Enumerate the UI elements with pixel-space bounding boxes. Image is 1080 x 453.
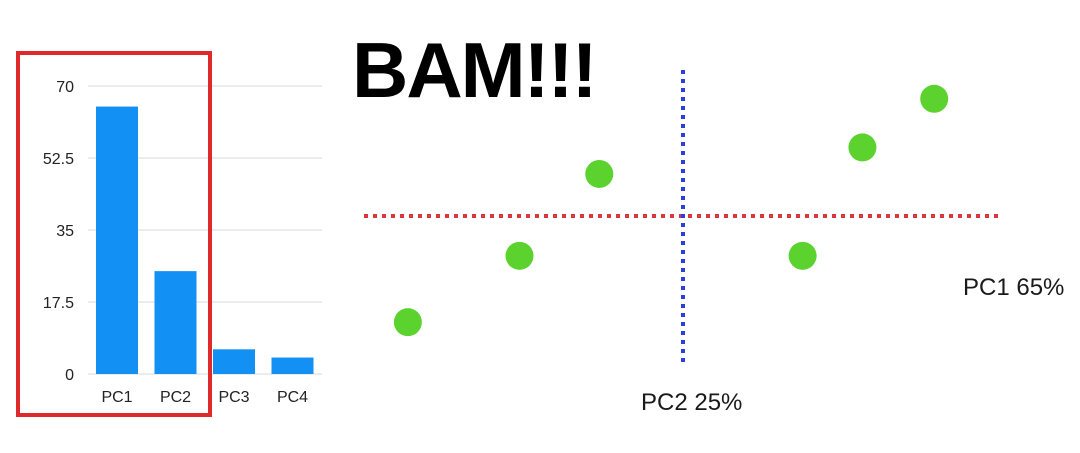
scatter-point <box>585 159 614 188</box>
scree-bar-chart: 0 17.5 35 52.5 70 PC1 PC2 PC3 PC4 <box>16 51 322 417</box>
scatter-point <box>393 308 422 337</box>
scatter-point <box>920 84 949 113</box>
bar-pc4 <box>271 357 314 374</box>
bar-category-labels: PC1 PC2 PC3 PC4 <box>101 389 308 406</box>
bar-y-tick-label: 70 <box>56 79 74 96</box>
scatter-point <box>505 241 534 270</box>
bar-y-tick-label: 0 <box>65 367 74 384</box>
scatter-points <box>393 84 949 337</box>
pca-scatter-plot: PC1 65% PC2 25% <box>364 70 1064 416</box>
bar-pc2 <box>154 271 197 374</box>
bar-y-tick-label: 17.5 <box>43 295 74 312</box>
bar-category-label: PC3 <box>218 389 249 406</box>
bar-y-tick-labels: 0 17.5 35 52.5 70 <box>43 79 74 384</box>
scatter-point <box>788 241 817 270</box>
scatter-point <box>848 133 877 162</box>
bar-category-label: PC2 <box>160 389 191 406</box>
pc1-axis-label: PC1 65% <box>963 274 1064 301</box>
bar-category-label: PC4 <box>277 389 308 406</box>
bar-pc3 <box>213 349 255 374</box>
bar-y-tick-label: 52.5 <box>43 151 74 168</box>
bar-series <box>96 106 314 375</box>
bar-y-tick-label: 35 <box>56 223 74 240</box>
headline-bam: BAM!!! <box>352 26 596 114</box>
bar-pc1 <box>96 106 138 375</box>
pc2-axis-label: PC2 25% <box>641 389 742 416</box>
highlight-box <box>16 51 212 417</box>
bar-category-label: PC1 <box>101 389 132 406</box>
